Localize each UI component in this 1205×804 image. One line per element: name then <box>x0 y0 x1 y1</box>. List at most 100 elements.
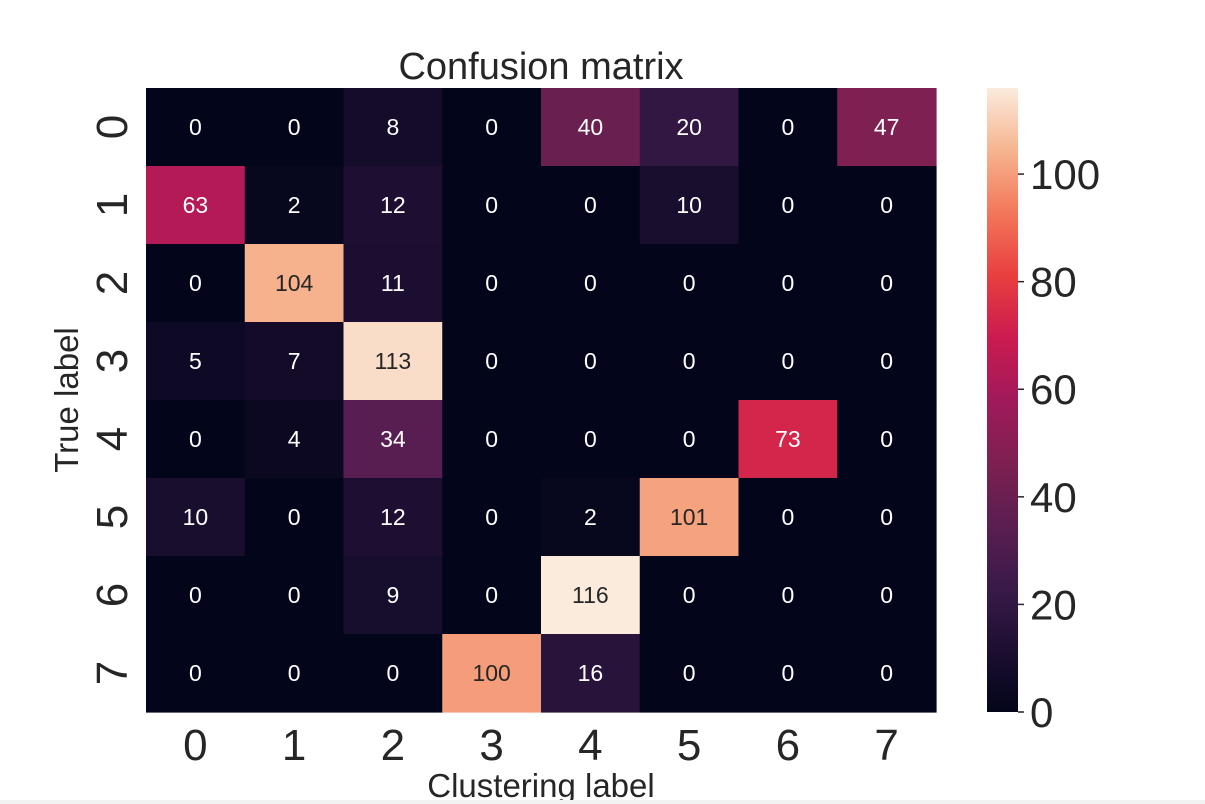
cell-value-label: 8 <box>386 114 399 140</box>
heatmap-cell-r3-c2 <box>343 322 443 401</box>
cell-value-label: 0 <box>485 114 498 140</box>
cell-value-label: 100 <box>472 660 510 686</box>
cell-value-label: 11 <box>381 270 405 296</box>
cell-value-label: 0 <box>683 582 696 608</box>
cell-value-label: 0 <box>584 426 597 452</box>
heatmap-cell-r5-c2 <box>343 478 443 557</box>
x-tick-label: 4 <box>578 721 602 770</box>
y-tick-label: 1 <box>88 193 137 217</box>
cell-value-label: 0 <box>880 270 893 296</box>
cell-value-label: 113 <box>375 348 412 374</box>
heatmap-cell-r0-c3 <box>442 88 542 167</box>
cell-value-label: 0 <box>683 348 696 374</box>
cell-value-label: 9 <box>386 582 399 608</box>
y-tick-label: 3 <box>88 349 137 373</box>
heatmap-cell-r7-c5 <box>639 634 740 713</box>
heatmap-cell-r1-c6 <box>738 166 838 245</box>
heatmap-cell-r3-c4 <box>541 322 641 401</box>
y-tick-label: 2 <box>88 271 137 295</box>
cell-value-label: 0 <box>189 426 202 452</box>
cell-value-label: 0 <box>683 270 696 296</box>
heatmap-cell-r5-c3 <box>442 478 542 557</box>
heatmap-cell-r2-c1 <box>244 244 345 323</box>
heatmap-cell-r2-c6 <box>738 244 838 323</box>
y-tick-label: 5 <box>88 505 137 529</box>
heatmap-cell-r3-c7 <box>837 322 937 401</box>
colorbar-tick-label: 60 <box>1030 366 1077 413</box>
cell-value-label: 0 <box>880 582 893 608</box>
heatmap-cell-r7-c1 <box>244 634 345 713</box>
heatmap-cell-r5-c7 <box>837 478 937 557</box>
heatmap-cell-r4-c2 <box>343 400 443 479</box>
y-tick-label: 4 <box>88 427 137 451</box>
heatmap-cell-r4-c3 <box>442 400 542 479</box>
heatmap-cell-r5-c6 <box>738 478 838 557</box>
heatmap-cell-r2-c7 <box>837 244 937 323</box>
heatmap-cell-r0-c1 <box>244 88 345 167</box>
cell-value-label: 20 <box>676 114 702 140</box>
cell-value-label: 73 <box>775 426 801 452</box>
cell-value-label: 0 <box>781 114 794 140</box>
cell-value-label: 0 <box>683 660 696 686</box>
y-tick-label: 7 <box>88 661 137 685</box>
heatmap-cell-r3-c6 <box>738 322 838 401</box>
cell-value-label: 47 <box>874 114 900 140</box>
heatmap-cell-r1-c4 <box>541 166 641 245</box>
heatmap-cell-r6-c6 <box>738 556 838 635</box>
cell-value-label: 0 <box>485 426 498 452</box>
heatmap-cell-r2-c3 <box>442 244 542 323</box>
y-tick-label: 6 <box>88 583 137 607</box>
heatmap-cell-r7-c7 <box>837 634 937 713</box>
heatmap-cell-r3-c5 <box>639 322 740 401</box>
heatmap-cell-r7-c4 <box>541 634 641 713</box>
heatmap-cell-r5-c0 <box>146 478 246 557</box>
heatmap-cell-r4-c0 <box>146 400 246 479</box>
cell-value-label: 0 <box>880 504 893 530</box>
cell-value-label: 7 <box>288 348 301 374</box>
heatmap-cell-r5-c5 <box>639 478 740 557</box>
cell-value-label: 0 <box>880 660 893 686</box>
cell-value-label: 0 <box>781 348 794 374</box>
heatmap-cell-r5-c1 <box>244 478 345 557</box>
heatmap-cell-r2-c5 <box>639 244 740 323</box>
cell-value-label: 2 <box>288 192 301 218</box>
cell-value-label: 0 <box>781 270 794 296</box>
cell-value-label: 0 <box>880 192 893 218</box>
cell-value-label: 0 <box>584 348 597 374</box>
cell-value-label: 0 <box>781 660 794 686</box>
cell-value-label: 0 <box>485 582 498 608</box>
y-axis-label: True label <box>48 327 85 473</box>
cell-value-label: 10 <box>676 192 702 218</box>
colorbar-tick-label: 20 <box>1030 581 1077 628</box>
heatmap-cell-r6-c5 <box>639 556 740 635</box>
y-tick-label: 0 <box>88 115 137 139</box>
heatmap-cell-r0-c6 <box>738 88 838 167</box>
heatmap-cell-r6-c1 <box>244 556 345 635</box>
x-tick-label: 2 <box>381 721 405 770</box>
cell-value-label: 0 <box>880 426 893 452</box>
x-tick-label: 6 <box>776 721 800 770</box>
heatmap-cell-r6-c0 <box>146 556 246 635</box>
x-tick-label: 1 <box>282 721 306 770</box>
cell-value-label: 0 <box>288 582 301 608</box>
heatmap-cell-r6-c3 <box>442 556 542 635</box>
cell-value-label: 0 <box>781 582 794 608</box>
cell-value-label: 101 <box>670 504 708 530</box>
x-tick-label: 0 <box>183 721 207 770</box>
cell-value-label: 0 <box>781 192 794 218</box>
cell-value-label: 0 <box>485 270 498 296</box>
heatmap-cell-r4-c6 <box>738 400 838 479</box>
cell-value-label: 34 <box>380 426 406 452</box>
chart-title: Confusion matrix <box>398 46 683 88</box>
colorbar-tick-label: 0 <box>1030 689 1053 736</box>
heatmap-cell-r3-c0 <box>146 322 246 401</box>
cell-value-label: 0 <box>288 660 301 686</box>
cell-value-label: 0 <box>189 114 202 140</box>
cell-value-label: 0 <box>584 192 597 218</box>
colorbar <box>987 88 1018 712</box>
heatmap-cell-r4-c1 <box>244 400 345 479</box>
cell-value-label: 116 <box>572 582 609 608</box>
cell-value-label: 63 <box>183 192 209 218</box>
x-axis-label: Clustering label <box>427 767 654 804</box>
